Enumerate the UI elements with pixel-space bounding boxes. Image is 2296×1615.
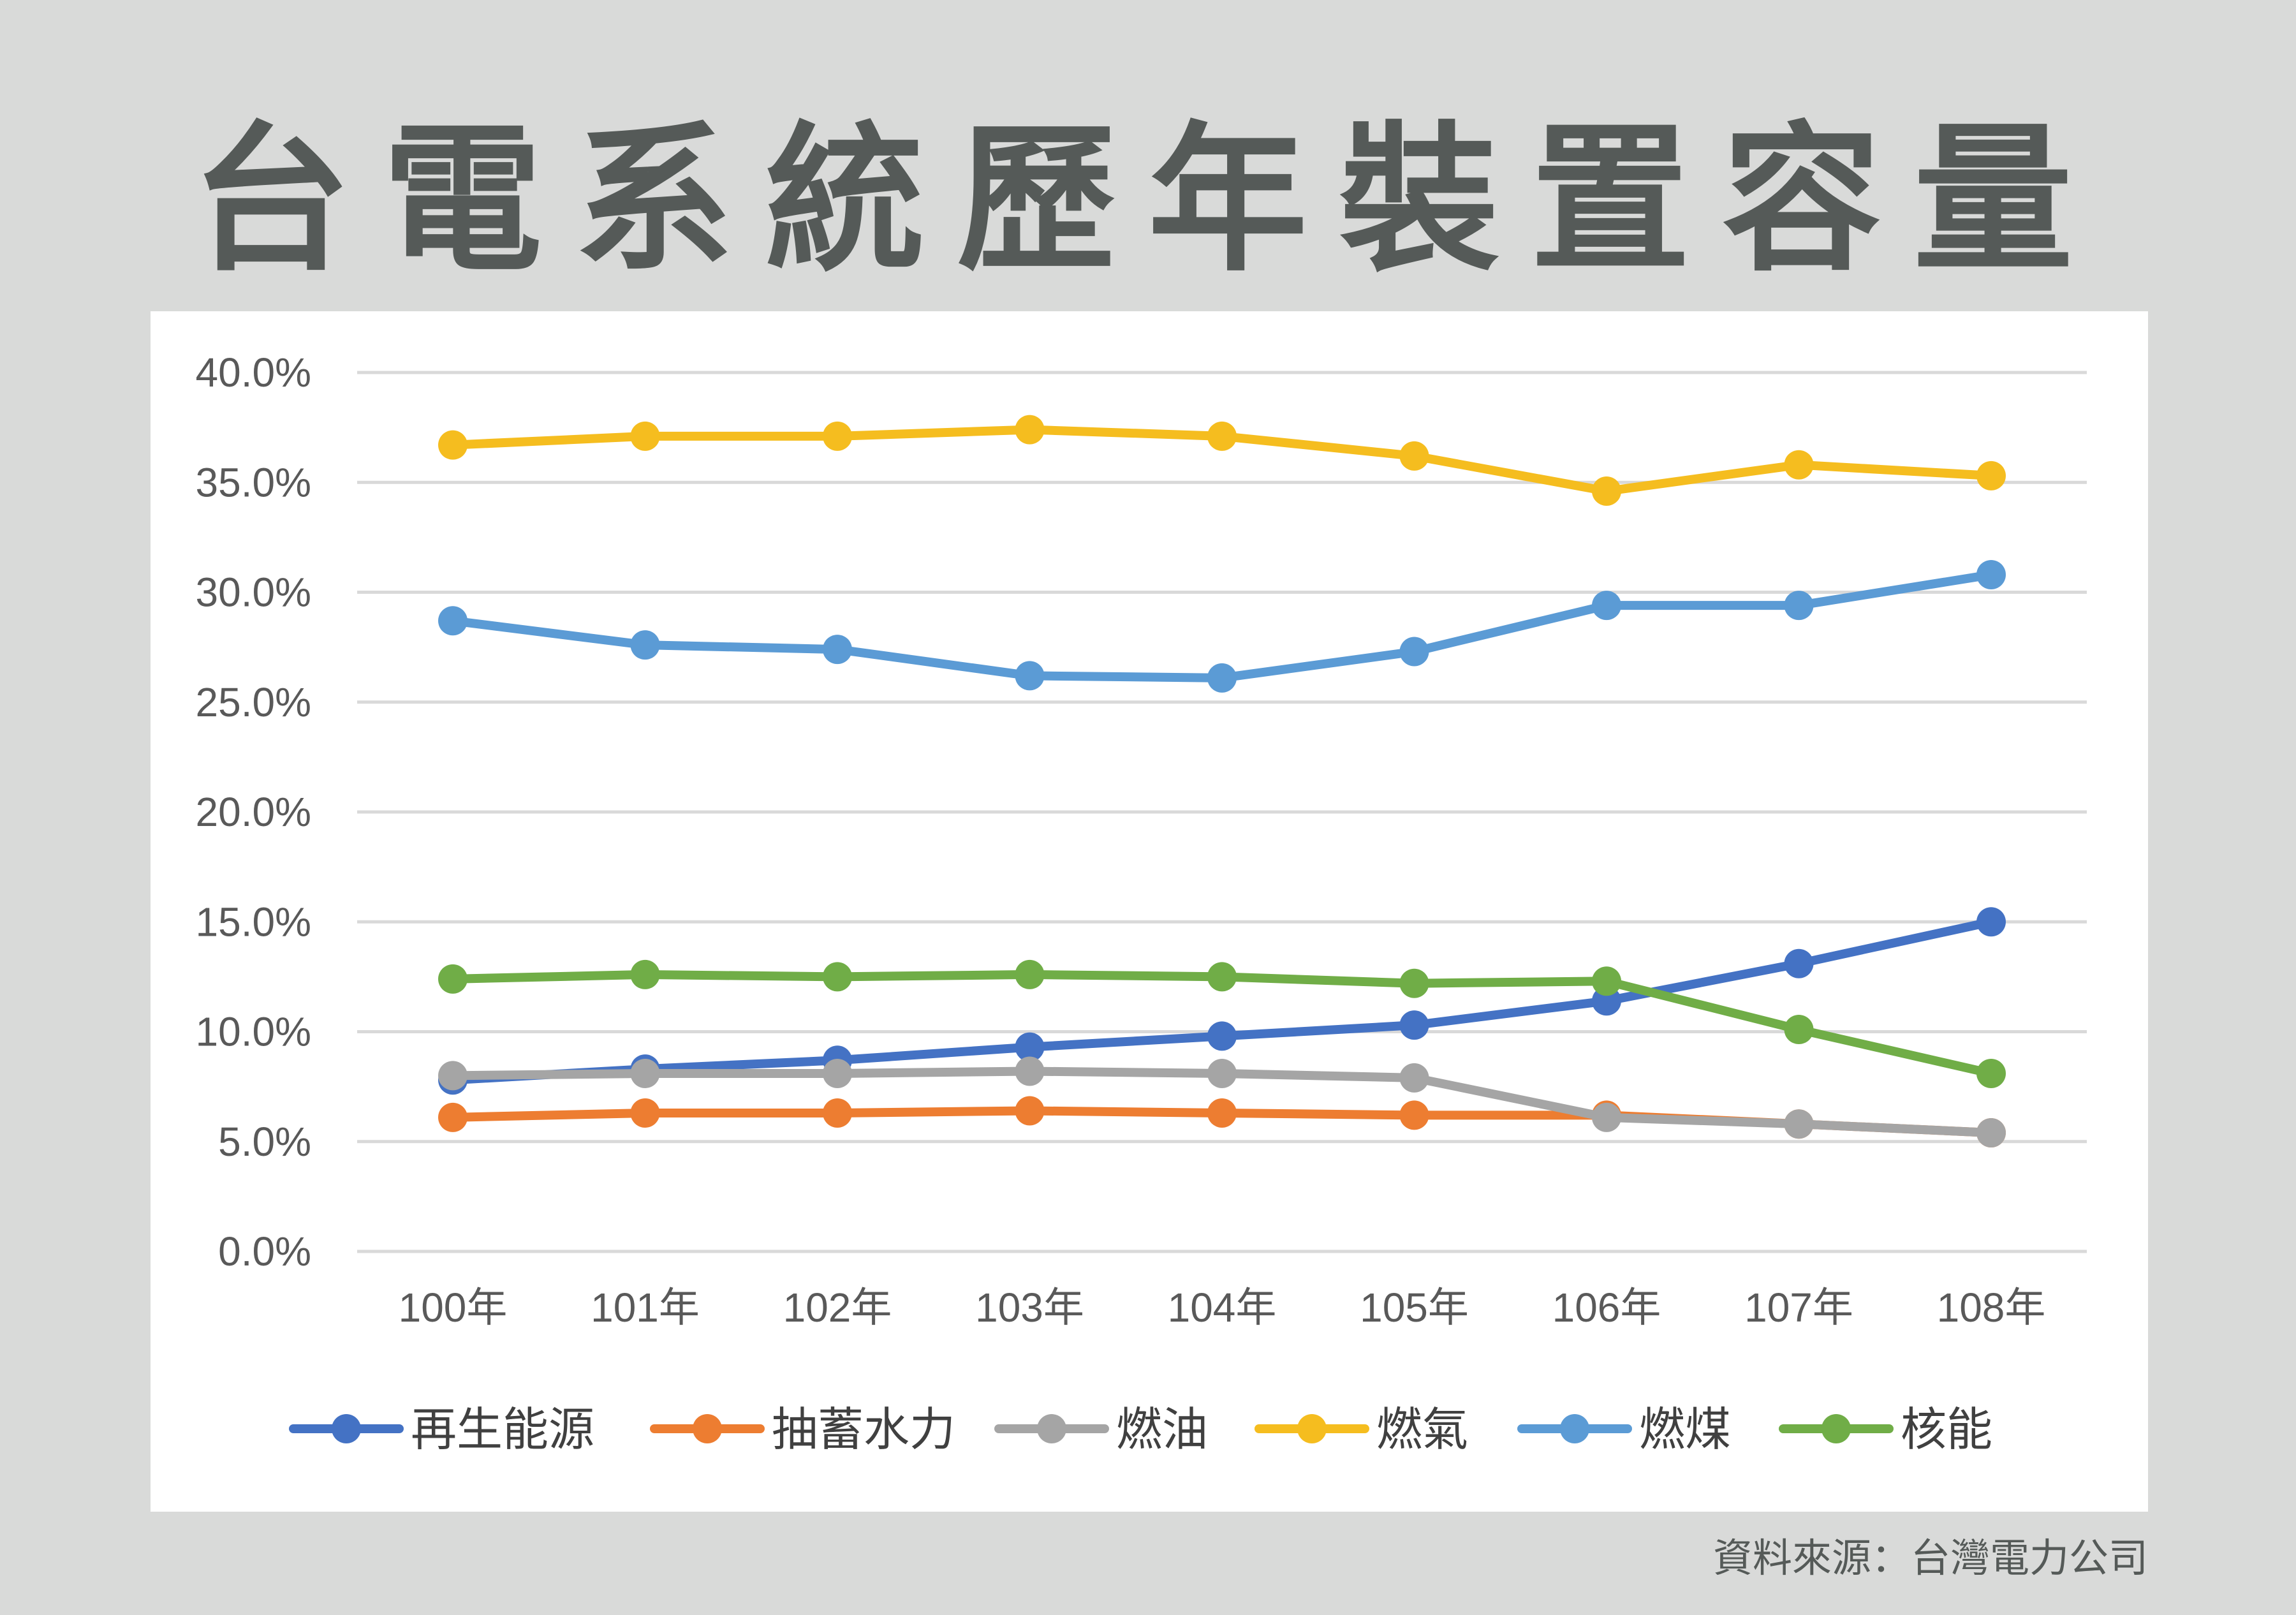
y-tick-label: 20.0%: [196, 789, 311, 835]
chart-panel: 0.0% 5.0% 10.0% 15.0% 20.0% 25.0% 30.0% 35.0% 40…: [151, 311, 2148, 1512]
y-tick-label: 30.0%: [196, 570, 311, 616]
legend-label: 燃油: [1116, 1403, 1208, 1456]
series-2-point: [1207, 1058, 1237, 1088]
series-4-line: [448, 570, 1996, 682]
series-0-point: [1399, 1010, 1429, 1040]
series-5-point: [1207, 962, 1237, 992]
series-5-point: [1784, 1015, 1814, 1045]
y-tick-label: 25.0%: [196, 679, 311, 725]
series-5-point: [630, 959, 660, 989]
series-3-point: [630, 421, 660, 451]
series-5-point: [823, 962, 852, 992]
y-tick-label: 40.0%: [196, 350, 311, 395]
x-tick-label: 107年: [1744, 1285, 1853, 1331]
series-4-point: [630, 630, 660, 660]
legend-swatch-marker: [1560, 1414, 1589, 1443]
series-0-point: [1207, 1021, 1237, 1051]
series-0-point: [1976, 907, 2006, 937]
legend-swatch-marker: [1821, 1414, 1851, 1443]
series-5-point: [1399, 968, 1429, 998]
series-4-point: [438, 606, 467, 636]
series-4-point: [1015, 661, 1045, 691]
series-3-point: [1399, 441, 1429, 471]
series-5-point: [1015, 959, 1045, 989]
y-tick-label: 15.0%: [196, 899, 311, 945]
legend-swatch-marker: [332, 1414, 361, 1443]
series-3-point: [1976, 461, 2006, 490]
series-1-point: [1015, 1096, 1045, 1126]
y-tick-label: 5.0%: [218, 1119, 311, 1165]
legend-label: 抽蓄水力: [772, 1403, 955, 1456]
x-tick-label: 103年: [975, 1285, 1084, 1331]
line-chart: 0.0% 5.0% 10.0% 15.0% 20.0% 25.0% 30.0% 35.0% 40…: [196, 350, 2087, 1456]
series-1-point: [1207, 1098, 1237, 1128]
x-tick-label: 106年: [1552, 1285, 1661, 1331]
x-tick-label: 108年: [1937, 1285, 2046, 1331]
series-1-point: [630, 1098, 660, 1128]
y-tick-label: 35.0%: [196, 459, 311, 505]
series-4-point: [1399, 637, 1429, 667]
x-tick-label: 104年: [1168, 1285, 1277, 1331]
series-3-point: [823, 421, 852, 451]
x-tick-label: 100年: [399, 1285, 508, 1331]
series-1-point: [438, 1102, 467, 1132]
series-2-point: [1399, 1063, 1429, 1093]
series-3-point: [1592, 476, 1621, 506]
series-4-point: [1592, 591, 1621, 621]
series-5-point: [1592, 966, 1621, 996]
series-1-point: [1399, 1100, 1429, 1130]
legend-label: 再生能源: [411, 1403, 594, 1456]
legend-swatch-marker: [693, 1414, 722, 1443]
series-1-point: [823, 1098, 852, 1128]
series-0-point: [1015, 1032, 1045, 1062]
legend-swatch-marker: [1037, 1414, 1066, 1443]
series-2-point: [630, 1058, 660, 1088]
series-3-point: [438, 430, 467, 460]
series-0-point: [1784, 948, 1814, 978]
series-2-point: [1976, 1117, 2006, 1147]
series-5-point: [1976, 1058, 2006, 1088]
legend-label: 燃氣: [1376, 1403, 1468, 1456]
source-note: 資料來源：台灣電力公司: [1712, 1535, 2148, 1581]
series-4-point: [823, 635, 852, 665]
chart-title: 台電系統歷年裝置容量: [191, 107, 2105, 293]
series-2-point: [438, 1061, 467, 1091]
series-2-point: [1784, 1109, 1814, 1139]
y-tick-label: 0.0%: [218, 1228, 311, 1274]
series-3-point: [1015, 415, 1045, 445]
x-tick-label: 102年: [783, 1285, 892, 1331]
series-2-point: [1592, 1102, 1621, 1132]
series-4-point: [1207, 663, 1237, 693]
series-2-point: [1015, 1056, 1045, 1086]
series-4-point: [1784, 591, 1814, 621]
legend-label: 燃煤: [1639, 1403, 1731, 1456]
series-0-line: [448, 917, 1996, 1085]
legend-label: 核能: [1901, 1403, 1992, 1456]
series-3-point: [1784, 450, 1814, 480]
legend-swatch-marker: [1297, 1414, 1327, 1443]
series-3-point: [1207, 421, 1237, 451]
x-tick-label: 101年: [591, 1285, 700, 1331]
series-4-point: [1976, 559, 2006, 589]
y-tick-label: 10.0%: [196, 1009, 311, 1055]
series-2-point: [823, 1058, 852, 1088]
series-5-point: [438, 964, 467, 994]
x-tick-label: 105年: [1360, 1285, 1469, 1331]
